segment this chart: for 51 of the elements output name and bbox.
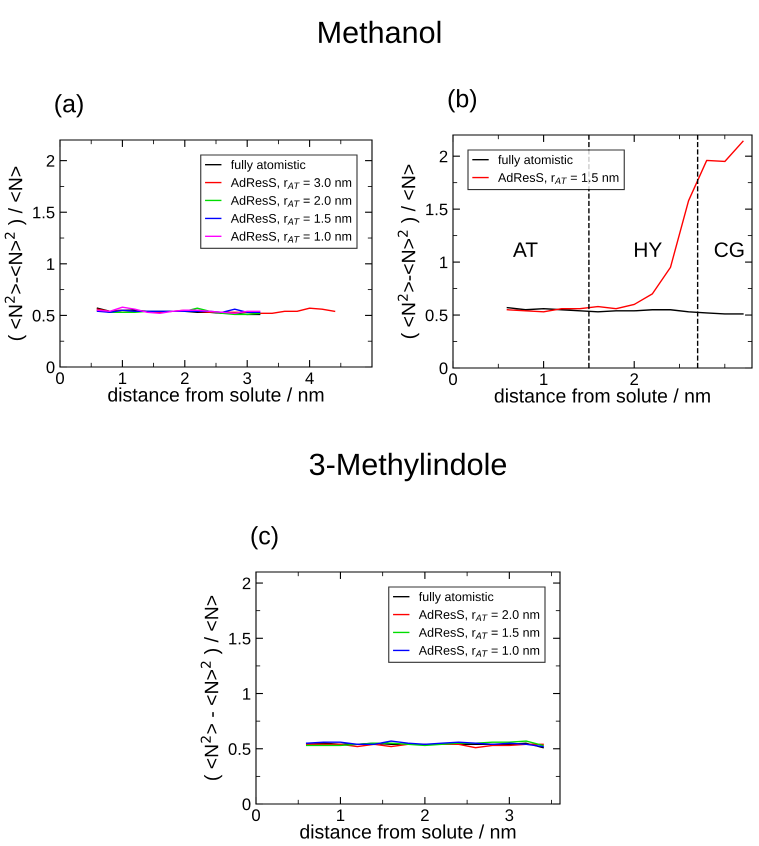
legend-label: AdResS, r$_{AT}$ = 1.5 nm: [418, 628, 540, 639]
x-tick-label: 1: [337, 809, 344, 821]
legend-label: AdResS, r$_{AT}$ = 1.5 nm: [230, 214, 352, 225]
y-tick-label: 2: [46, 155, 54, 167]
chart-title: (c): [251, 526, 278, 550]
annotation: AT: [512, 242, 538, 257]
x-tick-label: 0: [449, 373, 457, 386]
chart-subtitle: Methanol: [319, 20, 440, 44]
x-tick-label: 3: [243, 372, 252, 384]
y-axis-title: ( <N$^{2}$>-<N>$^{2}$ ) / <N>: [398, 164, 420, 338]
legend-label: fully atomistic: [418, 592, 494, 604]
legend-label: AdResS, r$_{AT}$ = 1.0 nm: [230, 232, 352, 243]
x-tick-label: 0: [252, 809, 260, 822]
x-tick-label: 3: [505, 809, 514, 822]
legend-label: fully atomistic: [498, 155, 573, 167]
legend-label: fully atomistic: [230, 160, 306, 172]
y-tick-label: 0: [440, 362, 448, 374]
annotation: CG: [714, 242, 744, 258]
y-tick-label: 1.5: [229, 632, 250, 644]
legend-label: AdResS, r$_{AT}$ = 3.0 nm: [230, 178, 352, 189]
y-tick-label: 1: [47, 258, 54, 270]
x-tick-label: 1: [540, 373, 548, 385]
y-tick-label: 1: [243, 688, 250, 700]
y-tick-label: 1: [440, 256, 448, 268]
y-tick-label: 1.5: [33, 206, 54, 218]
y-tick-label: 0: [46, 361, 54, 374]
x-tick-label: 1: [119, 372, 126, 384]
x-tick-label: 2: [181, 372, 189, 384]
y-tick-label: 0.5: [32, 310, 54, 322]
y-tick-label: 2: [242, 577, 250, 590]
legend-label: AdResS, r$_{AT}$ = 2.0 nm: [418, 610, 540, 621]
y-tick-label: 0.5: [228, 743, 250, 755]
y-tick-label: 0: [242, 798, 250, 810]
y-axis-title: ( <N$^{2}$> - <N>$^{2}$ ) / <N>: [200, 596, 222, 780]
y-axis-title: ( <N$^{2}$>-<N>$^{2}$ ) / <N>: [4, 166, 26, 340]
x-axis-title: distance from solute / nm: [300, 824, 516, 839]
chart-subtitle: 3-Methylindole: [310, 452, 506, 482]
y-tick-label: 1.5: [426, 204, 448, 216]
x-tick-label: 2: [630, 373, 638, 385]
y-tick-label: 2: [440, 150, 448, 162]
x-axis-title: distance from solute / nm: [108, 387, 324, 402]
chart-title: (a): [55, 94, 83, 118]
x-tick-label: 4: [305, 372, 314, 384]
chart-title: (b): [448, 89, 476, 112]
x-axis-title: distance from solute / nm: [494, 388, 710, 403]
legend-label: AdResS, r$_{AT}$ = 1.5 nm: [498, 172, 618, 184]
x-tick-label: 0: [56, 372, 64, 384]
y-tick-label: 0.5: [426, 309, 448, 322]
legend-label: AdResS, r$_{AT}$ = 2.0 nm: [230, 196, 352, 207]
legend-label: AdResS, r$_{AT}$ = 1.0 nm: [418, 646, 540, 657]
annotation: HY: [635, 242, 662, 257]
